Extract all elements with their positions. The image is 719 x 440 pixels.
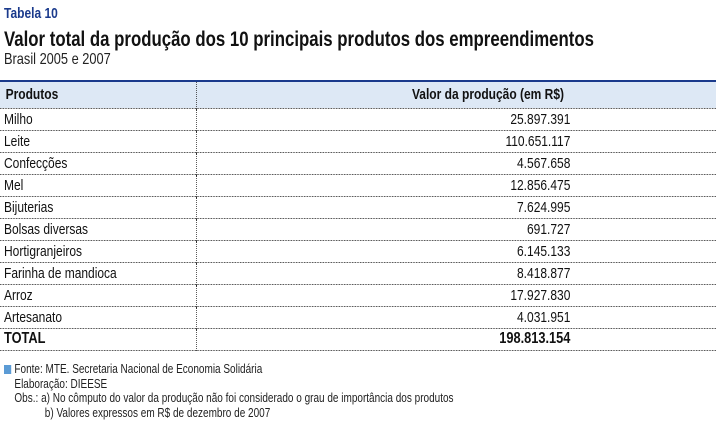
table-row: Bijuterias 7.624.995 <box>0 196 716 218</box>
table-row: Farinha de mandioca 8.418.877 <box>0 262 716 284</box>
table-row: Leite 110.651.117 <box>0 130 716 152</box>
product-name: Bijuterias <box>4 198 54 216</box>
product-name: Mel <box>4 176 24 194</box>
subtitle: Brasil 2005 e 2007 <box>4 51 111 68</box>
product-name: Leite <box>4 132 31 150</box>
column-header-valor: Valor da produção (em R$) <box>195 81 716 108</box>
table-row: Confecções 4.567.658 <box>0 152 716 174</box>
total-row: TOTAL 198.813.154 <box>0 328 716 350</box>
total-value: 198.813.154 <box>195 328 716 350</box>
obs-note-b: b) Valores expressos em R$ de dezembro d… <box>44 405 271 420</box>
production-value: 8.418.877 <box>195 262 716 284</box>
table-row: Arroz 17.927.830 <box>0 284 716 306</box>
product-name: Arroz <box>4 286 33 304</box>
production-value: 6.145.133 <box>195 240 716 262</box>
source-note: Fonte: MTE. Secretaria Nacional de Econo… <box>14 362 263 376</box>
production-value: 25.897.391 <box>195 108 716 130</box>
elaboration-note: Elaboração: DIEESE <box>14 376 108 391</box>
table-row: Artesanato 4.031.951 <box>0 306 716 328</box>
production-value: 110.651.117 <box>195 130 716 152</box>
product-name: Milho <box>4 110 33 128</box>
footer-notes: Fonte: MTE. Secretaria Nacional de Econo… <box>4 362 454 420</box>
table-header-row: Produtos Valor da produção (em R$) <box>0 81 716 108</box>
table-row: Mel 12.856.475 <box>0 174 716 196</box>
production-value: 691.727 <box>195 218 716 240</box>
product-name: Bolsas diversas <box>4 220 89 238</box>
table-label: Tabela 10 <box>4 5 58 22</box>
production-value: 4.031.951 <box>195 306 716 328</box>
product-name: Confecções <box>4 154 68 172</box>
obs-note-a: Obs.: a) No cômputo do valor da produção… <box>14 391 454 405</box>
product-name: Hortigranjeiros <box>4 242 83 260</box>
table-row: Bolsas diversas 691.727 <box>0 218 716 240</box>
production-value: 17.927.830 <box>195 284 716 306</box>
production-value: 7.624.995 <box>195 196 716 218</box>
product-name: Farinha de mandioca <box>4 264 117 282</box>
product-name: Artesanato <box>4 308 63 326</box>
table-row: Milho 25.897.391 <box>0 108 716 130</box>
production-value: 12.856.475 <box>195 174 716 196</box>
data-table: Produtos Valor da produção (em R$) Milho… <box>0 80 716 351</box>
page-title: Valor total da produção dos 10 principai… <box>4 28 594 51</box>
bullet-marker-icon <box>4 365 12 374</box>
column-header-produtos: Produtos <box>5 86 59 104</box>
total-label: TOTAL <box>4 330 46 347</box>
table-row: Hortigranjeiros 6.145.133 <box>0 240 716 262</box>
production-value: 4.567.658 <box>195 152 716 174</box>
